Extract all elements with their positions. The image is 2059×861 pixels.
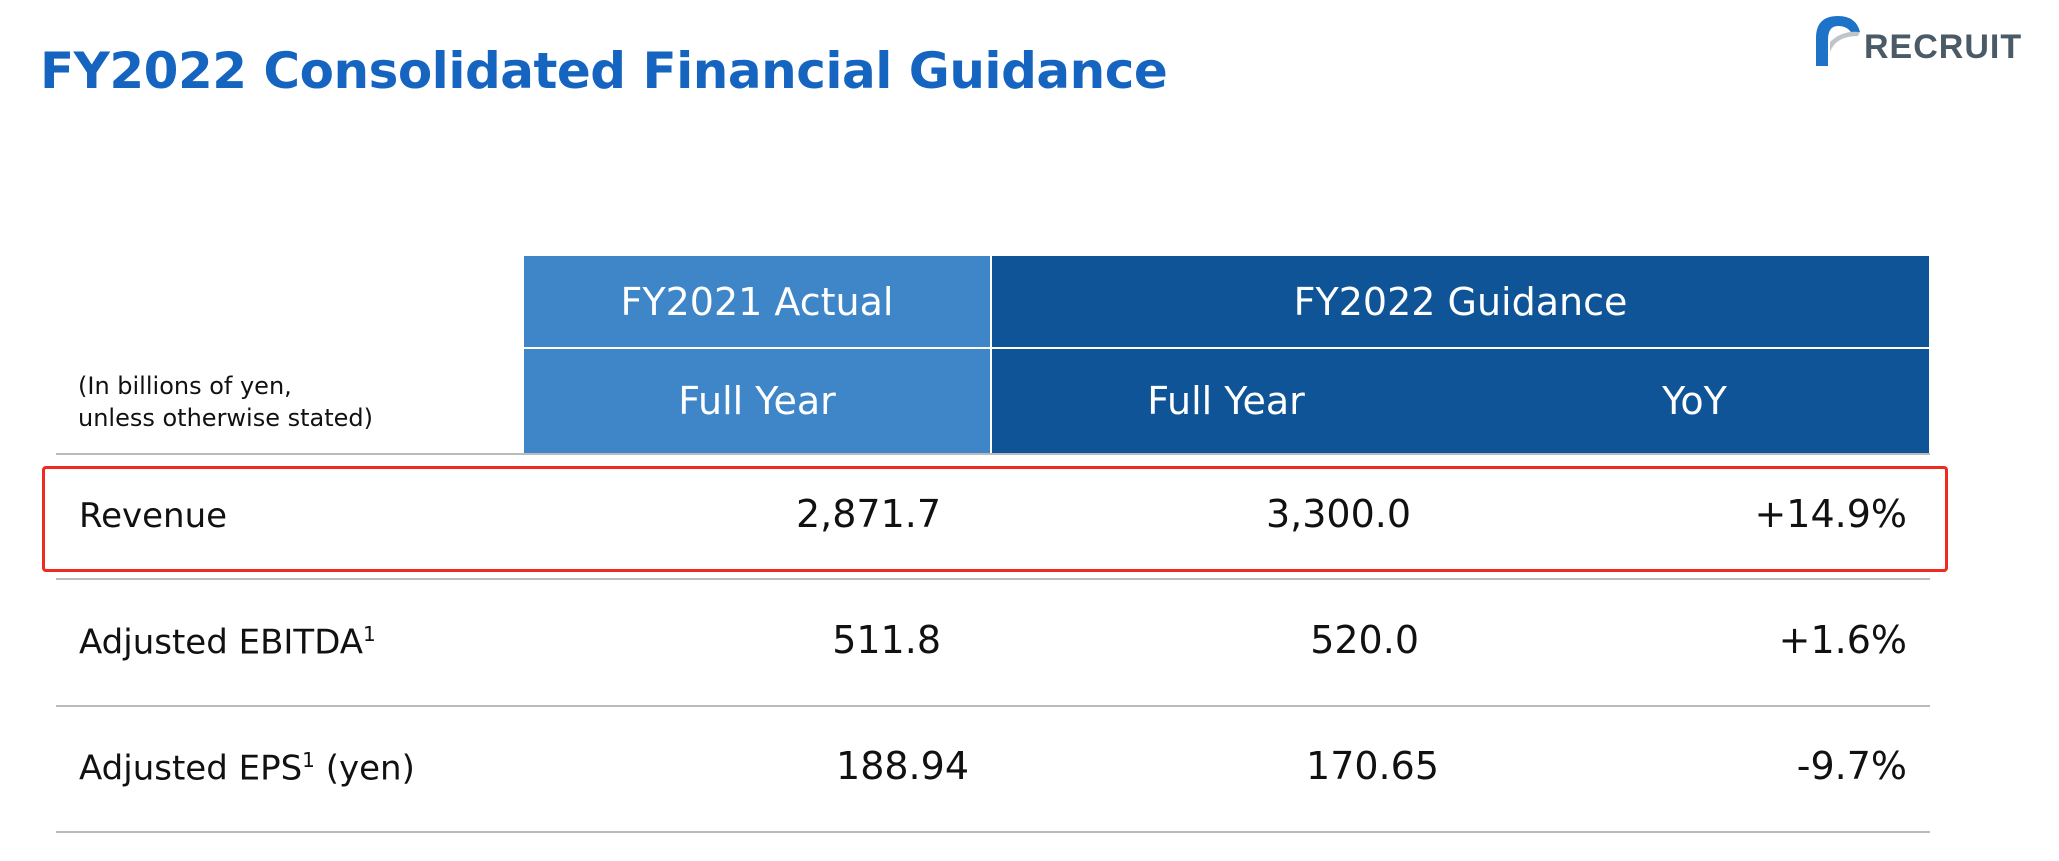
divider [56, 453, 1930, 455]
row-label: Revenue [79, 496, 228, 536]
divider [56, 578, 1930, 580]
header-fy2022-guidance: FY2022 Guidance [992, 256, 1929, 347]
row-label-suffix: (yen) [314, 748, 415, 789]
yoy-value: -9.7% [1796, 744, 1907, 788]
header-fy2021-actual: FY2021 Actual [524, 256, 990, 347]
logo-arch-icon [1816, 16, 1860, 66]
fy2021-value: 511.8 [832, 618, 941, 662]
subheader-yoy: YoY [1460, 349, 1929, 453]
fy2021-value: 2,871.7 [795, 492, 941, 536]
recruit-logo: RECRUIT [1812, 12, 2032, 68]
yoy-value: +14.9% [1754, 492, 1907, 536]
footnote-marker: 1 [302, 748, 315, 772]
row-label-text: Adjusted EBITDA [79, 622, 364, 663]
subheader-fy2022-full-year: Full Year [992, 349, 1460, 453]
yoy-value: +1.6% [1778, 618, 1907, 662]
row-label: Adjusted EBITDA1 [79, 622, 376, 662]
subheader-fy2021-full-year: Full Year [524, 349, 990, 453]
fy2022-value: 170.65 [1306, 744, 1439, 788]
row-label: Adjusted EPS1 (yen) [79, 748, 415, 788]
logo-text: RECRUIT [1864, 28, 2023, 66]
fy2021-value: 188.94 [836, 744, 969, 788]
fy2022-value: 520.0 [1310, 618, 1419, 662]
page-title: FY2022 Consolidated Financial Guidance [40, 42, 1168, 100]
unit-note: (In billions of yen, unless otherwise st… [78, 370, 373, 434]
row-label-text: Adjusted EPS [79, 748, 303, 789]
unit-note-line1: (In billions of yen, [78, 372, 292, 400]
unit-note-line2: unless otherwise stated) [78, 404, 374, 432]
footnote-marker: 1 [363, 622, 376, 646]
divider [56, 705, 1930, 707]
divider [56, 831, 1930, 833]
fy2022-value: 3,300.0 [1265, 492, 1411, 536]
revenue-highlight-box [42, 466, 1948, 572]
